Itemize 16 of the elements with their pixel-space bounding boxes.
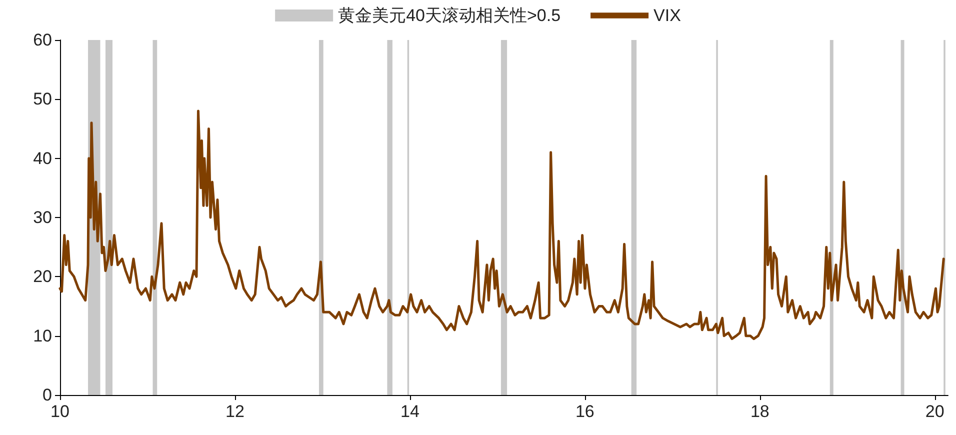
y-tick-label: 10 bbox=[33, 326, 52, 346]
x-tick-label: 10 bbox=[50, 402, 70, 421]
y-tick-label: 50 bbox=[33, 90, 52, 109]
x-tick-label: 12 bbox=[226, 402, 244, 421]
y-tick-label: 60 bbox=[33, 30, 52, 50]
y-tick-label: 40 bbox=[33, 148, 52, 168]
x-tick-label: 18 bbox=[750, 402, 770, 421]
x-tick-label: 16 bbox=[575, 402, 594, 421]
x-tick-label: 14 bbox=[400, 402, 420, 421]
x-tick-label: 20 bbox=[925, 402, 944, 421]
legend-label: VIX bbox=[654, 6, 681, 25]
y-tick-label: 0 bbox=[42, 386, 52, 404]
line-series bbox=[58, 110, 945, 340]
y-tick-label: 20 bbox=[33, 267, 52, 286]
y-tick-label: 30 bbox=[33, 208, 52, 227]
legend-label: 黄金美元40天滚动相关性>0.5 bbox=[338, 6, 561, 25]
